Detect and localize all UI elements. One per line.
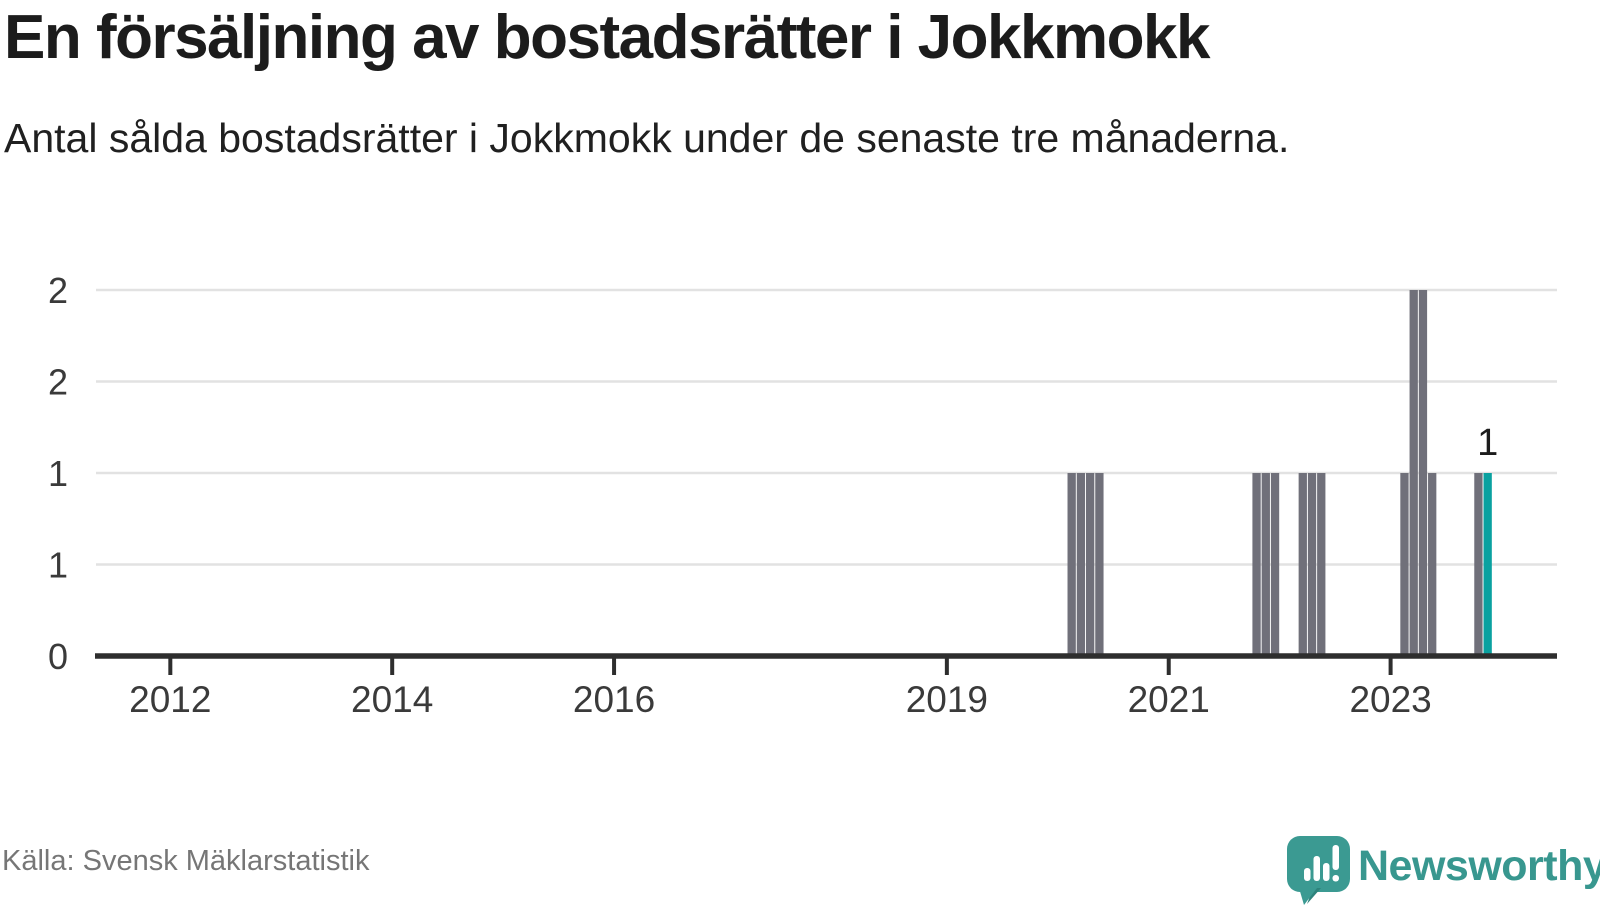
newsworthy-logo-icon [1287,836,1350,905]
bar-highlighted [1483,473,1492,656]
x-axis-label: 2016 [573,679,655,720]
x-axis-label: 2019 [906,679,988,720]
bar [1086,473,1095,656]
x-axis-label: 2012 [129,679,211,720]
bar [1400,473,1409,656]
bar [1095,473,1104,656]
chart-header: En försäljning av bostadsrätter i Jokkmo… [4,2,1564,161]
bar-chart-plot: 1 0 1 1 2 2 2012 2014 2016 2019 2021 2023 [48,270,1557,720]
y-axis-label: 2 [48,270,68,311]
branding: Newsworthy [1286,828,1600,905]
y-axis-label: 2 [48,362,68,403]
bar [1252,473,1261,656]
bar [1076,473,1086,656]
bar [1307,473,1317,656]
y-axis-label: 0 [48,636,68,677]
chart-subtitle: Antal sålda bostadsrätter i Jokkmokk und… [4,115,1290,161]
bar [1474,473,1483,656]
chart-title: En försäljning av bostadsrätter i Jokkmo… [4,3,1210,72]
bar [1409,290,1418,656]
bar [1067,473,1076,656]
bar [1317,473,1326,656]
brand-wordmark: Newsworthy [1358,842,1600,890]
x-axis-label: 2014 [351,679,433,720]
x-axis-label: 2021 [1128,679,1210,720]
bar [1261,473,1270,656]
bar [1298,473,1307,656]
bar [1270,473,1280,656]
source-note: Källa: Svensk Mäklarstatistik [2,845,370,877]
bar-value-label: 1 [1477,422,1498,464]
bar [1418,290,1428,656]
y-axis-label: 1 [48,453,68,494]
bar [1428,473,1437,656]
y-axis-label: 1 [48,545,68,586]
x-axis-label: 2023 [1349,679,1431,720]
